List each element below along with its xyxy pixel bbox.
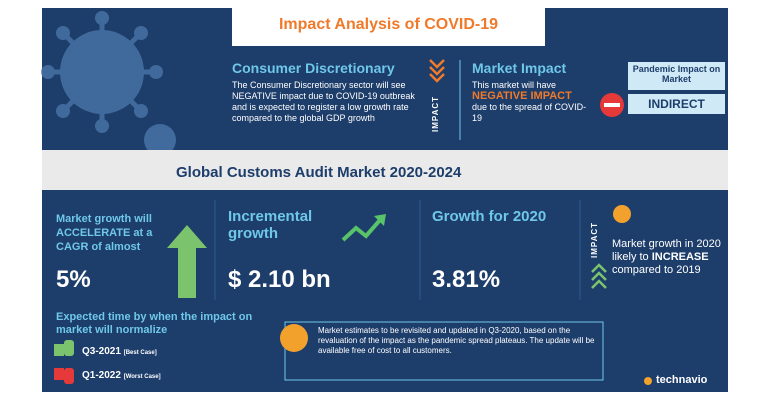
note: Market estimates to be revisited and upd… (318, 326, 595, 355)
growth-text: Market growth in 2020 likely to INCREASE… (612, 238, 722, 277)
column-dividers (214, 200, 581, 300)
metric-value: 5% (56, 266, 91, 293)
metric-value: 3.81% (432, 266, 501, 293)
normalize-title: Expected time by when the impact on mark… (56, 311, 253, 336)
metric-label: Market growth will ACCELERATE at a CAGR … (56, 213, 153, 253)
market-impact-text: This market will have NEGATIVE IMPACT due … (472, 80, 592, 124)
thumb-down-hand (64, 368, 74, 384)
grey-band (42, 150, 728, 190)
quarter: Q3-2021 (82, 346, 121, 357)
up-arrow (167, 225, 207, 298)
pandemic-header (628, 62, 725, 90)
case: [Worst Case] (123, 374, 161, 380)
note-box (284, 321, 604, 381)
pandemic-title: Pandemic Impact on Market (632, 64, 721, 84)
title: Impact Analysis of COVID-19 (278, 16, 499, 33)
pandemic-value: INDIRECT (648, 97, 705, 111)
sector-text: The Consumer Discretionary sector will s… (232, 80, 415, 123)
text: This market will have (472, 80, 557, 90)
thumb-up (54, 344, 64, 356)
text: compared to 2019 (612, 264, 701, 276)
title-banner (232, 8, 545, 46)
market-title: Global Customs Audit Market 2020-2024 (176, 164, 462, 181)
case: [Best Case] (123, 350, 157, 356)
highlight: NEGATIVE IMPACT (472, 90, 572, 102)
metric-label: Incremental growth (228, 208, 313, 242)
impact-label: IMPACT (431, 95, 440, 132)
text: Market growth in 2020 likely to (612, 238, 721, 263)
worst-case: Q1-2022 [Worst Case] (82, 370, 161, 381)
metric-label: Growth for 2020 (432, 208, 547, 225)
highlight: INCREASE (651, 251, 709, 263)
refresh-icon (280, 324, 308, 352)
metric-value: $ 2.10 bn (228, 266, 331, 293)
best-case: Q3-2021 [Best Case] (82, 346, 157, 357)
logo-mark (644, 377, 652, 385)
sun-icon (613, 205, 631, 223)
market-impact-title: Market Impact (472, 60, 567, 76)
minus-bar (604, 103, 620, 107)
pandemic-value-box (628, 94, 725, 114)
trend-arrow (341, 218, 382, 242)
logo: technavio (656, 374, 708, 386)
thumb-up-hand (64, 340, 74, 356)
text: due to the spread of COVID-19 (472, 102, 587, 123)
up-chevrons (591, 263, 607, 289)
virus-icon (41, 11, 176, 156)
quarter: Q1-2022 (82, 370, 121, 381)
thumb-down (54, 368, 64, 380)
down-chevrons (429, 59, 445, 83)
sector-title: Consumer Discretionary (232, 60, 395, 76)
trend-arrow-head (374, 214, 386, 226)
impact-label: IMPACT (590, 221, 599, 258)
